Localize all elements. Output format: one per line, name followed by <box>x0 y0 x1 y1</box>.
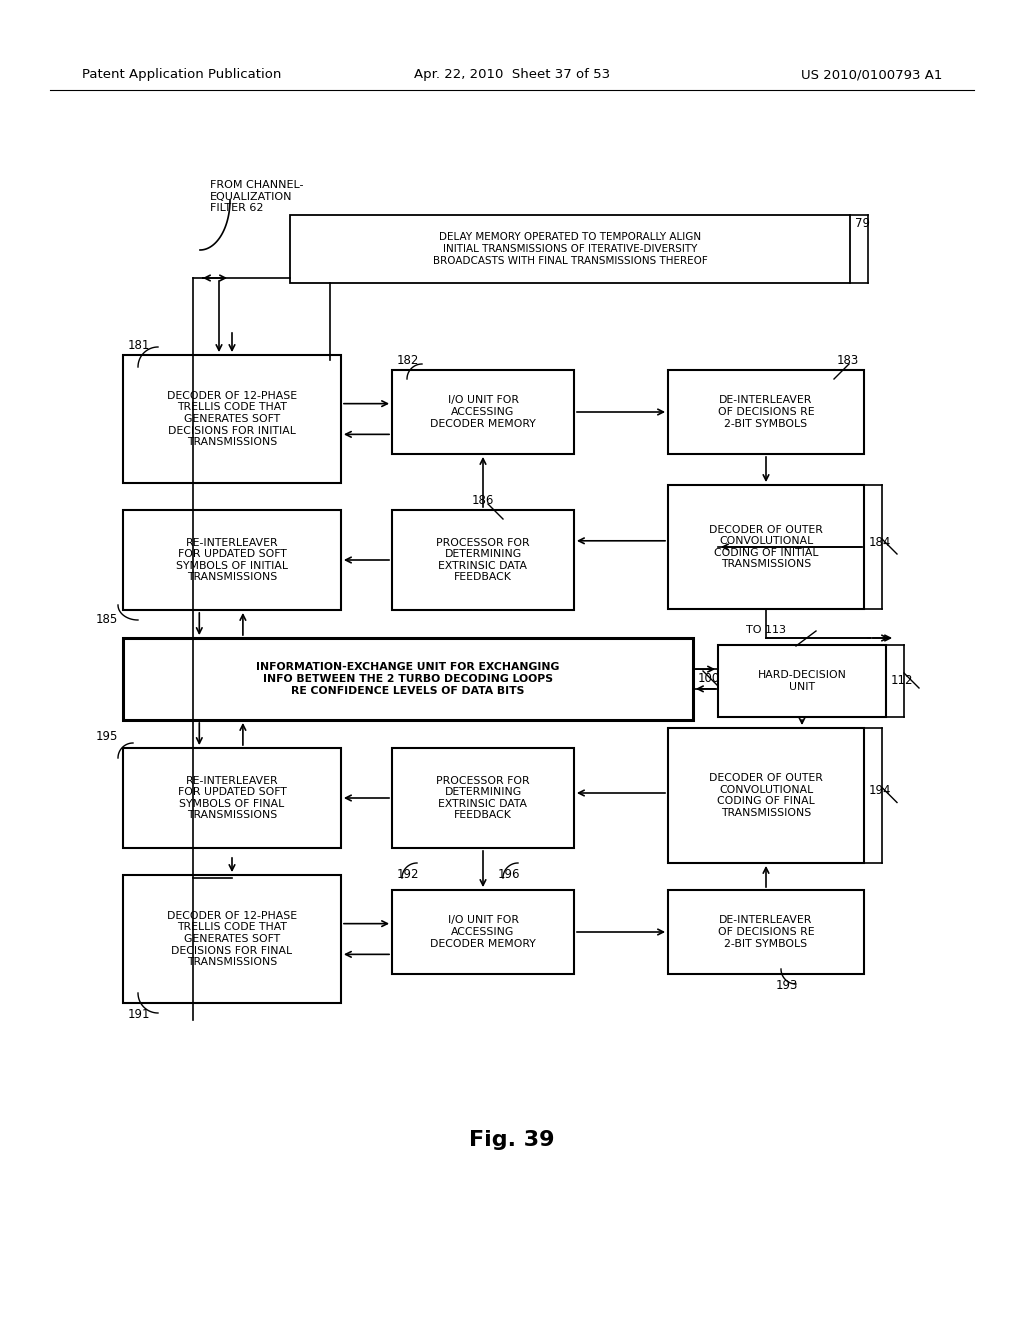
Text: 196: 196 <box>498 869 520 880</box>
Bar <box>668 370 864 454</box>
Bar <box>392 748 574 847</box>
Text: 194: 194 <box>869 784 892 797</box>
Text: 193: 193 <box>776 979 799 993</box>
Bar <box>123 355 341 483</box>
Text: US 2010/0100793 A1: US 2010/0100793 A1 <box>801 69 942 81</box>
Text: 182: 182 <box>397 354 420 367</box>
Text: 191: 191 <box>128 1008 151 1020</box>
Bar <box>668 729 864 863</box>
Text: 186: 186 <box>472 494 495 507</box>
Text: 100: 100 <box>698 672 720 685</box>
Text: TO 113: TO 113 <box>746 624 786 635</box>
Text: FROM CHANNEL-
EQUALIZATION
FILTER 62: FROM CHANNEL- EQUALIZATION FILTER 62 <box>210 180 303 214</box>
Text: DECODER OF 12-PHASE
TRELLIS CODE THAT
GENERATES SOFT
DECISIONS FOR INITIAL
TRANS: DECODER OF 12-PHASE TRELLIS CODE THAT GE… <box>167 391 297 447</box>
Bar <box>392 370 574 454</box>
Bar <box>123 510 341 610</box>
Bar <box>123 638 693 719</box>
Bar <box>290 215 850 282</box>
Bar <box>392 510 574 610</box>
Text: 112: 112 <box>891 675 913 688</box>
Text: HARD-DECISION
UNIT: HARD-DECISION UNIT <box>758 671 847 692</box>
Text: DECODER OF OUTER
CONVOLUTIONAL
CODING OF FINAL
TRANSMISSIONS: DECODER OF OUTER CONVOLUTIONAL CODING OF… <box>709 774 823 818</box>
Bar <box>668 484 864 609</box>
Text: PROCESSOR FOR
DETERMINING
EXTRINSIC DATA
FEEDBACK: PROCESSOR FOR DETERMINING EXTRINSIC DATA… <box>436 776 529 821</box>
Text: Patent Application Publication: Patent Application Publication <box>82 69 282 81</box>
Text: 181: 181 <box>128 339 151 352</box>
Bar <box>123 875 341 1003</box>
Text: 195: 195 <box>95 730 118 743</box>
Bar <box>392 890 574 974</box>
Text: DELAY MEMORY OPERATED TO TEMPORALLY ALIGN
INITIAL TRANSMISSIONS OF ITERATIVE-DIV: DELAY MEMORY OPERATED TO TEMPORALLY ALIG… <box>432 232 708 265</box>
Text: INFORMATION-EXCHANGE UNIT FOR EXCHANGING
INFO BETWEEN THE 2 TURBO DECODING LOOPS: INFORMATION-EXCHANGE UNIT FOR EXCHANGING… <box>256 663 560 696</box>
Text: DECODER OF OUTER
CONVOLUTIONAL
CODING OF INITIAL
TRANSMISSIONS: DECODER OF OUTER CONVOLUTIONAL CODING OF… <box>709 524 823 569</box>
Text: 192: 192 <box>397 869 420 880</box>
Text: 184: 184 <box>869 536 891 549</box>
Text: PROCESSOR FOR
DETERMINING
EXTRINSIC DATA
FEEDBACK: PROCESSOR FOR DETERMINING EXTRINSIC DATA… <box>436 537 529 582</box>
Text: DE-INTERLEAVER
OF DECISIONS RE
2-BIT SYMBOLS: DE-INTERLEAVER OF DECISIONS RE 2-BIT SYM… <box>718 396 814 429</box>
Text: RE-INTERLEAVER
FOR UPDATED SOFT
SYMBOLS OF INITIAL
TRANSMISSIONS: RE-INTERLEAVER FOR UPDATED SOFT SYMBOLS … <box>176 537 288 582</box>
Text: Apr. 22, 2010  Sheet 37 of 53: Apr. 22, 2010 Sheet 37 of 53 <box>414 69 610 81</box>
Text: DE-INTERLEAVER
OF DECISIONS RE
2-BIT SYMBOLS: DE-INTERLEAVER OF DECISIONS RE 2-BIT SYM… <box>718 915 814 949</box>
Text: 183: 183 <box>837 354 859 367</box>
Text: 185: 185 <box>96 612 118 626</box>
Bar <box>718 645 886 717</box>
Text: DECODER OF 12-PHASE
TRELLIS CODE THAT
GENERATES SOFT
DECISIONS FOR FINAL
TRANSMI: DECODER OF 12-PHASE TRELLIS CODE THAT GE… <box>167 911 297 968</box>
Bar <box>123 748 341 847</box>
Text: I/O UNIT FOR
ACCESSING
DECODER MEMORY: I/O UNIT FOR ACCESSING DECODER MEMORY <box>430 396 536 429</box>
Bar <box>668 890 864 974</box>
Text: I/O UNIT FOR
ACCESSING
DECODER MEMORY: I/O UNIT FOR ACCESSING DECODER MEMORY <box>430 915 536 949</box>
Text: RE-INTERLEAVER
FOR UPDATED SOFT
SYMBOLS OF FINAL
TRANSMISSIONS: RE-INTERLEAVER FOR UPDATED SOFT SYMBOLS … <box>177 776 287 821</box>
Text: 79: 79 <box>855 216 870 230</box>
Text: Fig. 39: Fig. 39 <box>469 1130 555 1150</box>
